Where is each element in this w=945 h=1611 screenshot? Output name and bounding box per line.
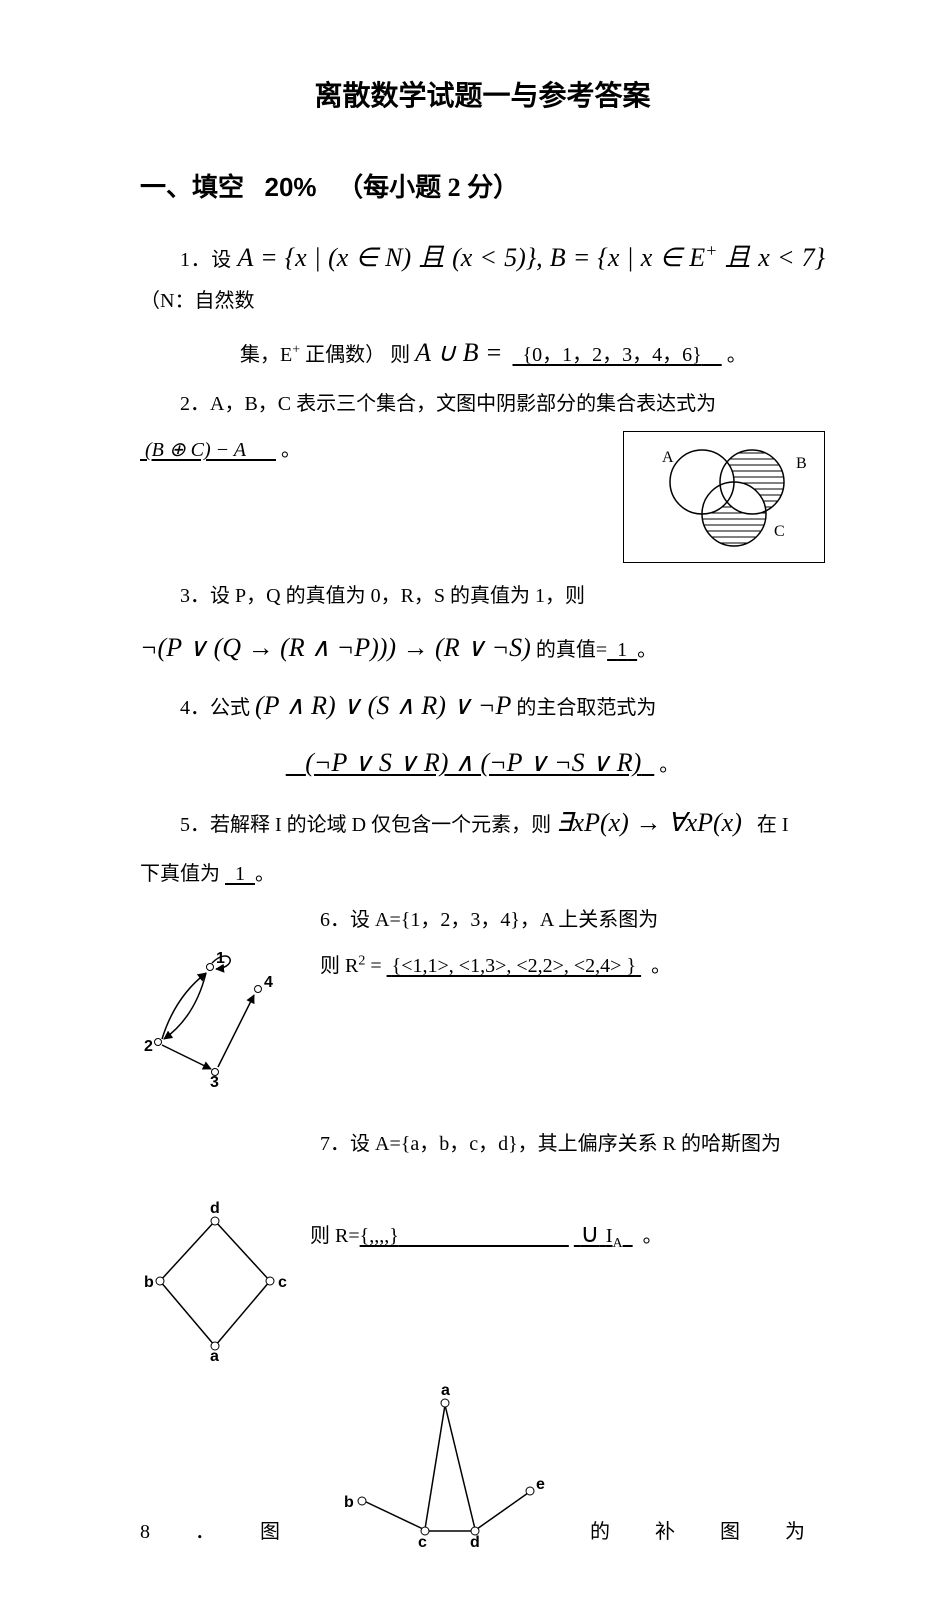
question-6-line2: 则 R2 = {<1,1>, <1,3>, <2,2>, <2,4> } 。 bbox=[320, 947, 825, 985]
q7-answer-left: {,,,,} bbox=[360, 1225, 569, 1247]
q1-l2-pre: 集，E bbox=[240, 344, 292, 366]
question-5-line1: 5．若解释 I 的论域 D 仅包含一个元素，则 ∃xP(x) → ∀xP(x) … bbox=[140, 798, 825, 847]
q1-l2-mid: 正偶数） 则 bbox=[300, 344, 415, 366]
question-7-line1: 7．设 A={a，b，c，d}，其上偏序关系 R 的哈斯图为 bbox=[320, 1125, 825, 1163]
q4-answer-text: (¬P ∨ S ∨ R) ∧ (¬P ∨ ¬S ∨ R) bbox=[305, 748, 641, 777]
q6-l2-pre: 则 R bbox=[320, 955, 358, 977]
q1-l2-sup: + bbox=[292, 342, 300, 357]
svg-text:1: 1 bbox=[216, 950, 225, 967]
q6-end: 。 bbox=[651, 955, 671, 977]
q6-relation-graph: 1 2 3 4 bbox=[140, 947, 290, 1087]
svg-text:b: b bbox=[344, 1494, 354, 1511]
question-3-formula-line: ¬(P ∨ (Q → (R ∧ ¬P))) → (R ∨ ¬S) 的真值= 1 … bbox=[140, 623, 825, 672]
section-1-heading: 一、填空 20% （每小题 2 分） bbox=[140, 163, 825, 212]
venn-label-b: B bbox=[796, 455, 807, 472]
q3-mid: 的真值= bbox=[536, 639, 607, 661]
q3-formula: ¬(P ∨ (Q → (R ∧ ¬P))) → (R ∨ ¬S) bbox=[140, 633, 531, 662]
question-4-answer: (¬P ∨ S ∨ R) ∧ (¬P ∨ ¬S ∨ R) 。 bbox=[140, 738, 825, 787]
q1-set-def: A = {x | (x ∈ N) 且 (x < 5)}, B = {x | x … bbox=[238, 243, 825, 272]
question-8-row: 8 ． 图 a b c d e 的 补 图 为 bbox=[140, 1381, 825, 1551]
q1-union: A ∪ B = bbox=[415, 338, 502, 367]
q4-end: 。 bbox=[659, 754, 679, 776]
q1-setA-tail: 且 x < 7} bbox=[717, 243, 825, 272]
section-percent: 20% bbox=[265, 172, 317, 202]
q1-sup: + bbox=[705, 240, 717, 260]
svg-text:e: e bbox=[536, 1476, 545, 1493]
q5-answer-text: 1 bbox=[235, 863, 245, 885]
doc-title: 离散数学试题一与参考答案 bbox=[140, 70, 825, 123]
q7-sub: A bbox=[613, 1236, 623, 1251]
q6-answer-text: {<1,1>, <1,3>, <2,2>, <2,4> } bbox=[392, 955, 636, 977]
q1-note: （N：自然数 bbox=[140, 290, 254, 312]
q5-answer: 1 bbox=[225, 863, 255, 885]
q3-answer-text: 1 bbox=[617, 639, 627, 661]
q8-svg: a b c d e bbox=[330, 1381, 560, 1551]
q7-answer-right: IA bbox=[606, 1225, 633, 1247]
q1-prefix: 1．设 bbox=[180, 249, 232, 271]
svg-text:c: c bbox=[278, 1274, 287, 1291]
section-note: （每小题 2 分） bbox=[337, 173, 519, 202]
q4-mid: 的主合取范式为 bbox=[516, 697, 656, 719]
svg-text:b: b bbox=[144, 1274, 154, 1291]
svg-text:c: c bbox=[418, 1534, 427, 1551]
svg-text:2: 2 bbox=[144, 1038, 153, 1055]
q7-ans-left-text: {,,,,} bbox=[360, 1225, 399, 1247]
q6-eq: = bbox=[365, 955, 386, 977]
venn-diagram-box: A B C bbox=[623, 431, 825, 563]
q5-l2-pre: 下真值为 bbox=[140, 863, 220, 885]
q1-setA: A = {x | (x ∈ N) 且 (x < 5)}, B = {x | x … bbox=[238, 243, 706, 272]
q4-prefix: 4．公式 bbox=[180, 697, 250, 719]
q1-answer: {0，1，2，3，4，6} bbox=[513, 344, 722, 366]
q8-graph: a b c d e bbox=[330, 1381, 560, 1551]
q7-end: 。 bbox=[643, 1225, 663, 1247]
svg-text:3: 3 bbox=[210, 1074, 219, 1087]
question-1-line2: 集，E+ 正偶数） 则 A ∪ B = {0，1，2，3，4，6} 。 bbox=[240, 328, 825, 377]
q6-svg: 1 2 3 4 bbox=[140, 947, 290, 1087]
q5-pre: 5．若解释 I 的论域 D 仅包含一个元素，则 bbox=[180, 814, 551, 836]
question-1: 1．设 A = {x | (x ∈ N) 且 (x < 5)}, B = {x … bbox=[140, 233, 825, 320]
q2-answer: (B ⊕ C) − A bbox=[140, 439, 276, 461]
q7-l2-pre: 则 R= bbox=[310, 1225, 360, 1247]
question-2: 2．A，B，C 表示三个集合，文图中阴影部分的集合表达式为 bbox=[140, 385, 825, 423]
q1-answer-text: {0，1，2，3，4，6} bbox=[523, 344, 702, 366]
q6-answer: {<1,1>, <1,3>, <2,2>, <2,4> } bbox=[387, 955, 641, 977]
q5-post: 在 I bbox=[757, 814, 789, 836]
question-7-line2: 则 R={,,,,} ∪ IA 。 bbox=[310, 1189, 825, 1258]
q2-answer-text: (B ⊕ C) − A bbox=[145, 439, 246, 461]
svg-text:a: a bbox=[210, 1348, 219, 1361]
q8-right: 的 补 图 为 bbox=[590, 1513, 825, 1551]
venn-label-a: A bbox=[662, 449, 674, 466]
question-5-line2: 下真值为 1 。 bbox=[140, 855, 825, 893]
q5-end: 。 bbox=[255, 863, 275, 885]
q1-end: 。 bbox=[727, 344, 747, 366]
q4-answer: (¬P ∨ S ∨ R) ∧ (¬P ∨ ¬S ∨ R) bbox=[286, 748, 655, 777]
question-4: 4．公式 (P ∧ R) ∨ (S ∧ R) ∨ ¬P 的主合取范式为 bbox=[140, 681, 825, 730]
q3-end: 。 bbox=[637, 639, 657, 661]
q5-formula: ∃xP(x) → ∀xP(x) bbox=[556, 808, 742, 837]
q8-left: 8 ． 图 bbox=[140, 1513, 300, 1551]
q7-ans-right-text: I bbox=[606, 1225, 613, 1247]
q3-answer: 1 bbox=[607, 639, 637, 661]
venn-label-c: C bbox=[774, 523, 785, 540]
svg-text:d: d bbox=[210, 1201, 220, 1217]
q4-formula: (P ∧ R) ∨ (S ∧ R) ∨ ¬P bbox=[255, 691, 511, 720]
q7-union: ∪ bbox=[574, 1219, 606, 1248]
q2-end: 。 bbox=[281, 439, 301, 461]
question-6-line1: 6．设 A={1，2，3，4}，A 上关系图为 bbox=[320, 901, 825, 939]
section-label: 一、填空 bbox=[140, 173, 244, 202]
svg-text:4: 4 bbox=[264, 974, 273, 991]
question-3-line1: 3．设 P，Q 的真值为 0，R，S 的真值为 1，则 bbox=[140, 577, 825, 615]
q7-union-sym: ∪ bbox=[580, 1219, 599, 1248]
svg-text:a: a bbox=[441, 1382, 450, 1399]
svg-text:d: d bbox=[470, 1534, 480, 1551]
venn-svg: A B C bbox=[624, 432, 824, 562]
